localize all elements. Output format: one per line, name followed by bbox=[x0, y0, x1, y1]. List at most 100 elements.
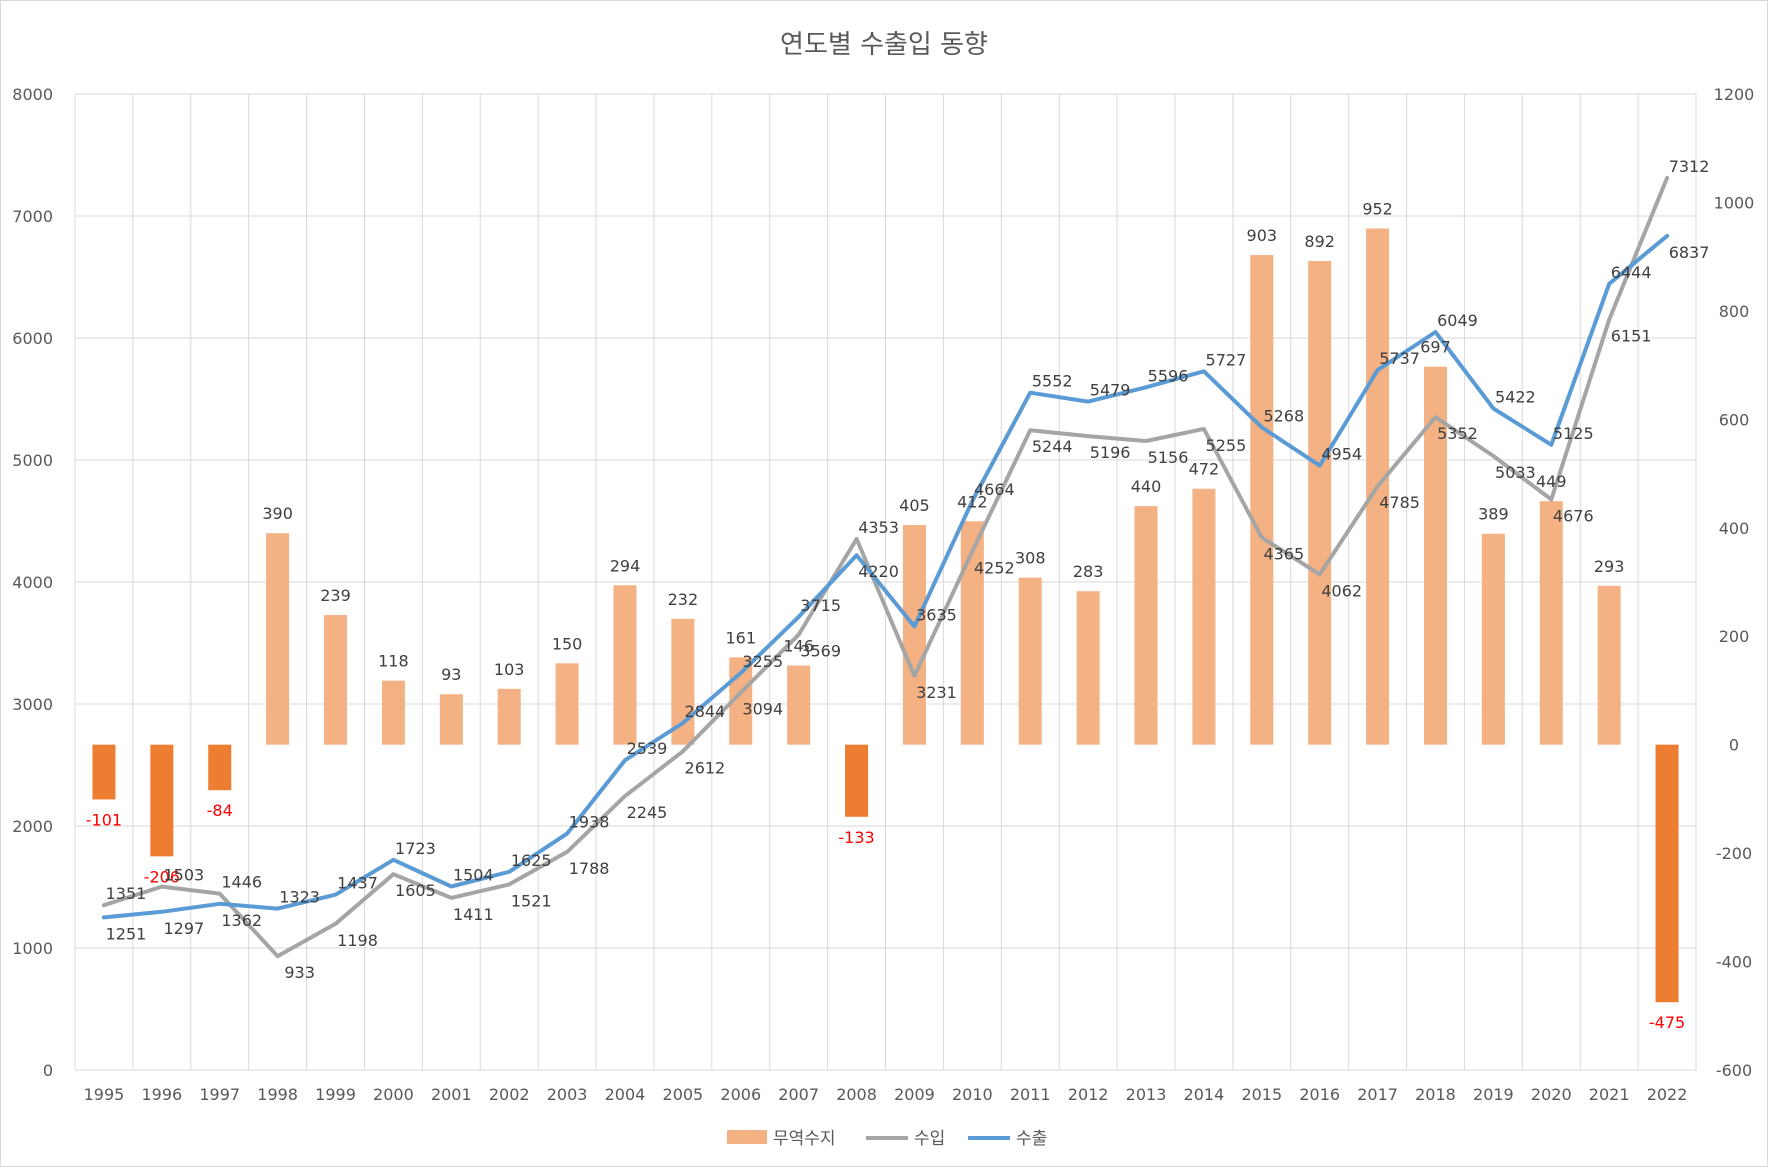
export-value-label: 4954 bbox=[1321, 445, 1362, 464]
y-left-tick-label: 8000 bbox=[12, 85, 53, 104]
import-value-label: 1411 bbox=[453, 905, 494, 924]
y-left-tick-label: 5000 bbox=[12, 451, 53, 470]
bar-trade-balance bbox=[1018, 577, 1042, 745]
export-value-label: 4664 bbox=[974, 480, 1015, 499]
import-value-label: 7312 bbox=[1669, 157, 1710, 176]
export-value-label: 5552 bbox=[1032, 372, 1073, 391]
import-value-label: 1605 bbox=[395, 881, 436, 900]
import-value-label: 5033 bbox=[1495, 463, 1536, 482]
export-value-label: 1323 bbox=[279, 888, 320, 907]
bar-trade-balance bbox=[1423, 366, 1447, 745]
bar-trade-balance bbox=[787, 665, 811, 745]
export-value-label: 5268 bbox=[1263, 406, 1304, 425]
bar-value-label: 294 bbox=[610, 556, 641, 575]
x-tick-label: 2005 bbox=[663, 1085, 704, 1104]
import-value-label: 1503 bbox=[163, 866, 204, 885]
x-tick-label: 1999 bbox=[315, 1085, 356, 1104]
bar-trade-balance bbox=[845, 744, 869, 817]
export-value-label: 4220 bbox=[858, 562, 899, 581]
x-tick-label: 1997 bbox=[199, 1085, 240, 1104]
export-value-label: 1625 bbox=[511, 851, 552, 870]
legend-label-import: 수입 bbox=[914, 1129, 945, 1149]
x-tick-label: 2014 bbox=[1184, 1085, 1225, 1104]
x-tick-label: 2003 bbox=[547, 1085, 588, 1104]
y-left-tick-label: 4000 bbox=[12, 573, 53, 592]
bar-trade-balance bbox=[1597, 585, 1621, 745]
import-value-label: 1446 bbox=[221, 873, 262, 892]
legend: 무역수지 수입 수출 bbox=[727, 1129, 1047, 1149]
y-left-tick-label: 3000 bbox=[12, 695, 53, 714]
x-tick-label: 1996 bbox=[141, 1085, 182, 1104]
series-lines bbox=[101, 175, 1670, 959]
y-right-tick-label: 800 bbox=[1719, 302, 1750, 321]
export-value-label: 6444 bbox=[1611, 263, 1652, 282]
bar-trade-balance bbox=[1250, 255, 1274, 745]
bar-value-label: 390 bbox=[262, 504, 293, 523]
x-tick-label: 2002 bbox=[489, 1085, 530, 1104]
x-tick-label: 2019 bbox=[1473, 1085, 1514, 1104]
bar-trade-balance bbox=[1134, 506, 1158, 745]
bar-value-label: 239 bbox=[320, 586, 351, 605]
import-value-label: 1788 bbox=[569, 859, 610, 878]
axes: 010002000300040005000600070008000-600-40… bbox=[12, 85, 1754, 1104]
import-value-label: 3231 bbox=[916, 683, 957, 702]
bar-value-label: 449 bbox=[1536, 472, 1567, 491]
bar-value-label: 389 bbox=[1478, 505, 1509, 524]
import-value-label: 6151 bbox=[1611, 327, 1652, 346]
export-value-label: 1297 bbox=[163, 919, 204, 938]
x-tick-label: 2011 bbox=[1010, 1085, 1051, 1104]
x-tick-label: 2021 bbox=[1589, 1085, 1630, 1104]
bar-value-label: 293 bbox=[1594, 557, 1625, 576]
import-value-label: 4365 bbox=[1263, 544, 1304, 563]
export-value-label: 1251 bbox=[106, 924, 147, 943]
export-value-label: 1504 bbox=[453, 866, 494, 885]
import-value-label: 3569 bbox=[800, 642, 841, 661]
y-right-tick-label: 200 bbox=[1719, 627, 1750, 646]
import-value-label: 5255 bbox=[1206, 436, 1247, 455]
y-right-tick-label: -600 bbox=[1716, 1061, 1752, 1080]
bar-value-label: 232 bbox=[668, 590, 699, 609]
bar-value-label: 903 bbox=[1247, 226, 1278, 245]
y-left-tick-label: 1000 bbox=[12, 939, 53, 958]
import-value-label: 4353 bbox=[858, 518, 899, 537]
bar-value-label: 150 bbox=[552, 634, 583, 653]
export-value-label: 1362 bbox=[221, 911, 262, 930]
x-tick-label: 2008 bbox=[836, 1085, 877, 1104]
export-value-label: 5737 bbox=[1379, 349, 1420, 368]
grid bbox=[74, 93, 1697, 1071]
x-tick-label: 2018 bbox=[1415, 1085, 1456, 1104]
export-value-label: 3715 bbox=[800, 596, 841, 615]
x-tick-label: 2013 bbox=[1126, 1085, 1167, 1104]
bar-trade-balance bbox=[266, 533, 290, 745]
export-value-label: 3635 bbox=[916, 606, 957, 625]
export-value-label: 2539 bbox=[627, 739, 668, 758]
bar-trade-balance bbox=[1192, 488, 1216, 745]
x-tick-label: 2001 bbox=[431, 1085, 472, 1104]
bar-value-label: 103 bbox=[494, 660, 525, 679]
y-left-tick-label: 7000 bbox=[12, 207, 53, 226]
import-value-label: 5352 bbox=[1437, 424, 1478, 443]
bar-value-label: -133 bbox=[838, 828, 874, 847]
import-value-label: 5156 bbox=[1148, 448, 1189, 467]
data-labels: -101 -206 -84 390 239 118 93 103 150 294 232 161 146… bbox=[86, 157, 1710, 1032]
import-value-label: 4676 bbox=[1553, 507, 1594, 526]
bar-value-label: 283 bbox=[1073, 562, 1104, 581]
y-left-tick-label: 2000 bbox=[12, 817, 53, 836]
x-tick-label: 2004 bbox=[605, 1085, 646, 1104]
x-tick-label: 2007 bbox=[778, 1085, 819, 1104]
import-value-label: 1351 bbox=[106, 884, 147, 903]
bar-trade-balance bbox=[671, 618, 695, 745]
y-left-tick-label: 6000 bbox=[12, 329, 53, 348]
bar-trade-balance bbox=[1655, 744, 1679, 1003]
y-right-tick-label: 1000 bbox=[1714, 193, 1755, 212]
bar-trade-balance bbox=[1539, 501, 1563, 745]
import-value-label: 5196 bbox=[1090, 443, 1131, 462]
y-right-tick-label: 400 bbox=[1719, 519, 1750, 538]
bar-trade-balance bbox=[613, 585, 637, 745]
export-value-label: 5727 bbox=[1206, 350, 1247, 369]
export-value-label: 6049 bbox=[1437, 311, 1478, 330]
bar-value-label: 952 bbox=[1362, 199, 1393, 218]
line-export bbox=[101, 233, 1670, 920]
export-value-label: 5479 bbox=[1090, 381, 1131, 400]
